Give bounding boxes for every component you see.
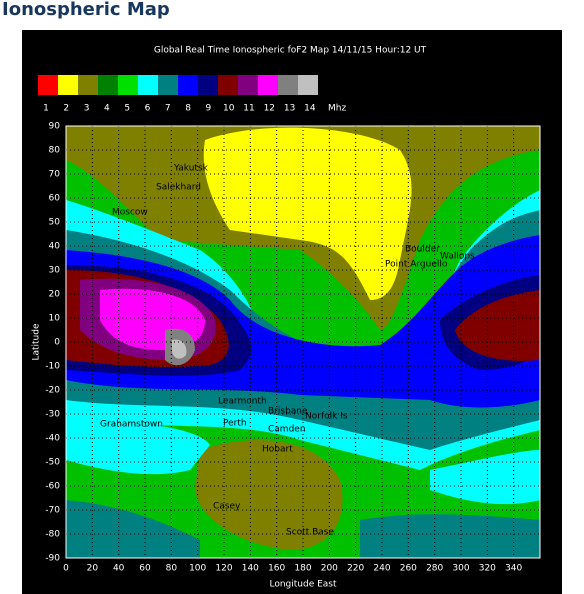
scale-swatch (158, 75, 178, 95)
scale-label: 2 (63, 104, 69, 114)
station-label: Perth (223, 419, 247, 429)
station-label: Point Arguello (385, 260, 448, 270)
station-label: Camden (268, 425, 306, 435)
y-tick-label: 10 (49, 314, 61, 324)
y-tick-label: -70 (45, 506, 60, 516)
station-label: Scott Base (286, 528, 334, 538)
scale-label: 7 (165, 104, 171, 114)
station-label: Salekhard (156, 183, 201, 193)
station-label: Grahamstown (100, 420, 163, 430)
y-axis-label: Latitude (32, 323, 42, 361)
scale-label: 1 (43, 104, 49, 114)
scale-label: 14 (304, 104, 316, 114)
station-label: Brisbane (268, 407, 308, 417)
x-tick-label: 320 (479, 564, 496, 574)
y-tick-label: 20 (49, 290, 61, 300)
x-tick-label: 200 (321, 564, 338, 574)
y-tick-label: 0 (54, 338, 60, 348)
scale-swatch (238, 75, 258, 95)
scale-label: 6 (145, 104, 151, 114)
x-tick-label: 240 (373, 564, 390, 574)
x-tick-label: 0 (63, 564, 69, 574)
x-tick-label: 100 (189, 564, 206, 574)
x-tick-label: 40 (113, 564, 125, 574)
scale-swatch (198, 75, 218, 95)
scale-label: 12 (264, 104, 275, 114)
x-tick-label: 340 (505, 564, 522, 574)
y-tick-label: -40 (45, 434, 60, 444)
scale-label: 9 (206, 104, 212, 114)
station-label: Yakutsk (173, 164, 209, 174)
y-tick-label: -80 (45, 530, 60, 540)
x-tick-label: 300 (452, 564, 469, 574)
y-tick-label: -90 (45, 554, 60, 564)
y-tick-label: -10 (45, 362, 60, 372)
scale-swatch (98, 75, 118, 95)
station-label: Learmonth (218, 397, 267, 407)
x-tick-label: 20 (87, 564, 99, 574)
station-label: Wallops (440, 252, 475, 262)
x-tick-label: 220 (347, 564, 364, 574)
scale-swatch (218, 75, 238, 95)
scale-label: 13 (284, 104, 295, 114)
plot-frame (65, 125, 541, 559)
station-label: Casey (213, 502, 241, 512)
scale-swatch (118, 75, 138, 95)
scale-swatch (78, 75, 98, 95)
scale-label: 10 (223, 104, 235, 114)
y-tick-label: -20 (45, 386, 60, 396)
x-tick-label: 180 (294, 564, 311, 574)
y-tick-label: -60 (45, 482, 60, 492)
y-tick-label: 90 (49, 122, 61, 132)
page-title: Ionospheric Map (2, 0, 170, 20)
y-tick-label: 40 (49, 242, 61, 252)
y-tick-label: 80 (49, 146, 61, 156)
y-tick-label: 60 (49, 194, 61, 204)
y-tick-label: -50 (45, 458, 60, 468)
x-tick-label: 120 (215, 564, 232, 574)
scale-swatch (178, 75, 198, 95)
scale-swatch (298, 75, 318, 95)
scale-label: 8 (185, 104, 191, 114)
scale-label: 5 (124, 104, 130, 114)
scale-swatch (278, 75, 298, 95)
y-tick-label: -30 (45, 410, 60, 420)
x-tick-label: 80 (166, 564, 178, 574)
station-label: Norfolk Is (305, 412, 348, 422)
scale-swatch (58, 75, 78, 95)
x-axis-label: Longitude East (269, 580, 337, 590)
scale-label: 3 (84, 104, 90, 114)
y-tick-label: 50 (49, 218, 61, 228)
station-label: Hobart (262, 445, 293, 455)
scale-swatch (258, 75, 278, 95)
x-tick-label: 160 (268, 564, 285, 574)
scale-label: 11 (243, 104, 254, 114)
station-label: Boulder (405, 245, 440, 255)
x-tick-label: 140 (242, 564, 259, 574)
map-title: Global Real Time Ionospheric foF2 Map 14… (154, 46, 427, 56)
x-tick-label: 260 (400, 564, 417, 574)
station-label: Moscow (112, 208, 148, 218)
scale-unit: Mhz (328, 104, 346, 114)
y-tick-label: 30 (49, 266, 61, 276)
x-tick-label: 280 (426, 564, 443, 574)
scale-label: 4 (104, 104, 110, 114)
y-tick-label: 70 (49, 170, 61, 180)
scale-swatch (38, 75, 58, 95)
scale-swatch (138, 75, 158, 95)
x-tick-label: 60 (139, 564, 151, 574)
